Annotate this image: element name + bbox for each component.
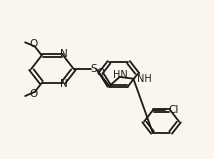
Text: S: S bbox=[91, 64, 97, 74]
Text: HN: HN bbox=[113, 69, 128, 80]
Text: O: O bbox=[30, 39, 38, 49]
Text: O: O bbox=[30, 89, 38, 99]
Text: O: O bbox=[97, 68, 105, 78]
Text: NH: NH bbox=[137, 74, 152, 84]
Text: N: N bbox=[60, 79, 68, 89]
Text: Cl: Cl bbox=[168, 105, 179, 115]
Text: N: N bbox=[60, 49, 68, 59]
